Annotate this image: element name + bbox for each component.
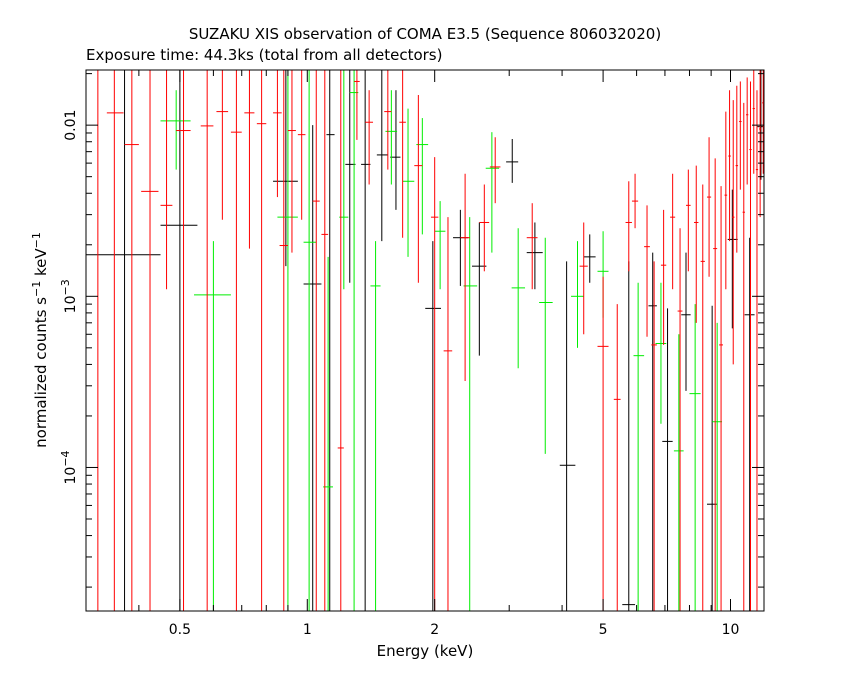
x-tick-label: 2: [430, 622, 439, 638]
chart-subtitle: Exposure time: 44.3ks (total from all de…: [86, 46, 442, 64]
x-tick-label: 1: [303, 622, 312, 638]
y-axis-label: normalized counts s−1 keV−1: [30, 232, 50, 448]
plot-area: [86, 69, 764, 611]
axes: 0.5 1 2 5 10 10−4 10−3 0.01: [59, 70, 764, 638]
x-tick-label: 0.5: [169, 622, 191, 638]
x-axis-label: Energy (keV): [377, 642, 474, 660]
x-tick-label: 10: [722, 622, 740, 638]
plot-frame: [85, 69, 765, 612]
series-2: [89, 69, 764, 611]
y-tick-label: 10−3: [59, 279, 79, 313]
series-0: [86, 70, 764, 611]
y-tick-label: 0.01: [63, 110, 79, 141]
chart-title: SUZAKU XIS observation of COMA E3.5 (Seq…: [189, 25, 661, 43]
series-1: [160, 70, 723, 611]
x-tick-label: 5: [599, 622, 608, 638]
y-tick-label: 10−4: [59, 450, 79, 484]
